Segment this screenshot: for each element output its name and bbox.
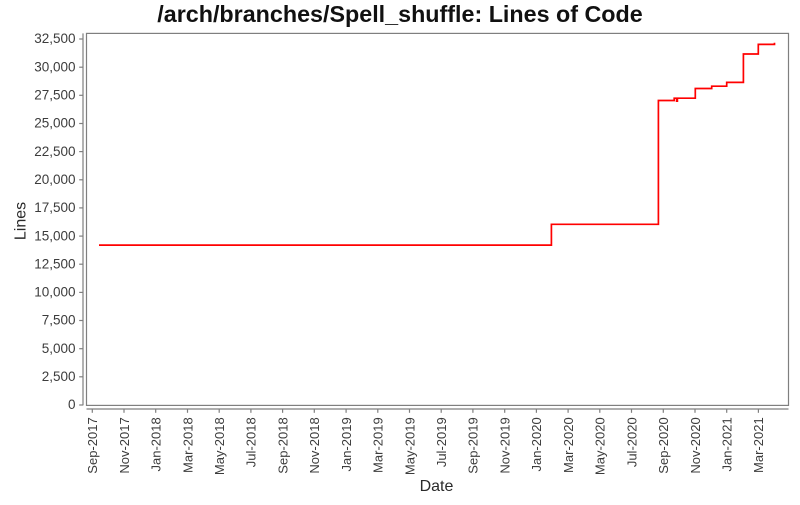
svg-text:Jul-2019: Jul-2019 xyxy=(434,417,449,467)
svg-text:Jan-2020: Jan-2020 xyxy=(529,417,544,471)
svg-text:Date: Date xyxy=(420,478,454,495)
svg-text:Jul-2018: Jul-2018 xyxy=(244,417,259,467)
svg-text:Sep-2018: Sep-2018 xyxy=(275,417,290,473)
svg-text:Mar-2020: Mar-2020 xyxy=(561,417,576,473)
svg-text:30,000: 30,000 xyxy=(34,59,75,74)
svg-text:25,000: 25,000 xyxy=(34,116,75,131)
svg-text:17,500: 17,500 xyxy=(34,200,75,215)
svg-text:20,000: 20,000 xyxy=(34,172,75,187)
svg-text:Mar-2021: Mar-2021 xyxy=(751,417,766,473)
svg-text:Nov-2019: Nov-2019 xyxy=(498,417,513,473)
svg-text:10,000: 10,000 xyxy=(34,285,75,300)
svg-text:Sep-2019: Sep-2019 xyxy=(466,417,481,473)
svg-text:27,500: 27,500 xyxy=(34,88,75,103)
svg-text:Mar-2018: Mar-2018 xyxy=(180,417,195,473)
svg-text:12,500: 12,500 xyxy=(34,256,75,271)
svg-text:Nov-2020: Nov-2020 xyxy=(688,417,703,473)
svg-text:Jan-2021: Jan-2021 xyxy=(720,417,735,471)
svg-text:/arch/branches/Spell_shuffle:: /arch/branches/Spell_shuffle: Lines of C… xyxy=(157,1,643,27)
svg-text:Jul-2020: Jul-2020 xyxy=(624,417,639,467)
svg-text:May-2018: May-2018 xyxy=(212,417,227,475)
svg-text:7,500: 7,500 xyxy=(42,313,76,328)
svg-text:Sep-2017: Sep-2017 xyxy=(85,417,100,473)
svg-text:Jan-2019: Jan-2019 xyxy=(339,417,354,471)
svg-text:May-2019: May-2019 xyxy=(402,417,417,475)
svg-text:22,500: 22,500 xyxy=(34,144,75,159)
svg-text:Nov-2017: Nov-2017 xyxy=(117,417,132,473)
svg-text:Lines: Lines xyxy=(13,202,30,240)
svg-text:Jan-2018: Jan-2018 xyxy=(149,417,164,471)
svg-text:Sep-2020: Sep-2020 xyxy=(656,417,671,473)
svg-text:5,000: 5,000 xyxy=(42,341,76,356)
svg-text:0: 0 xyxy=(68,397,76,412)
svg-text:May-2020: May-2020 xyxy=(593,417,608,475)
svg-text:Mar-2019: Mar-2019 xyxy=(371,417,386,473)
svg-text:15,000: 15,000 xyxy=(34,228,75,243)
svg-text:32,500: 32,500 xyxy=(34,31,75,46)
svg-text:Nov-2018: Nov-2018 xyxy=(307,417,322,473)
svg-text:2,500: 2,500 xyxy=(42,369,76,384)
